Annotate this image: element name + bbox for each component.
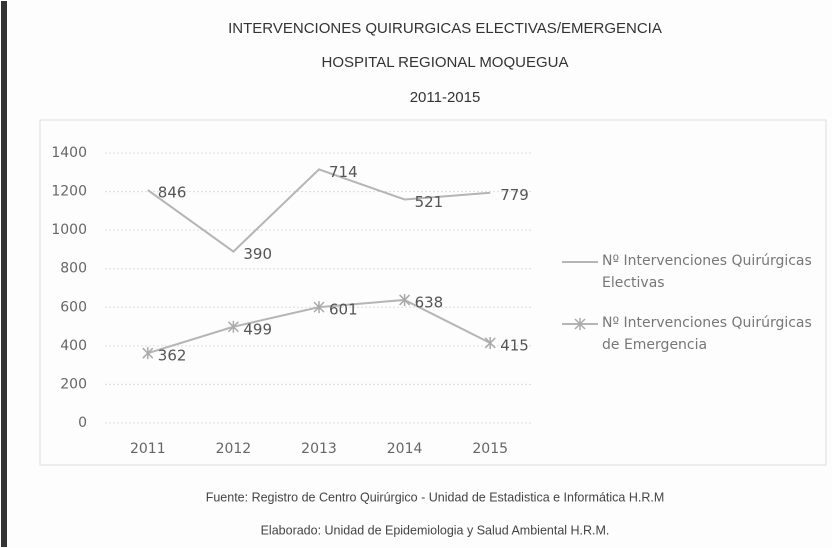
y-tick-label: 600 (60, 299, 87, 315)
chart-subtitle: 2011-2015 (410, 89, 481, 106)
scan-edge (1, 1, 7, 547)
data-label: 714 (329, 163, 358, 181)
chart-subtitle: HOSPITAL REGIONAL MOQUEGUA (322, 54, 569, 71)
marker (484, 336, 496, 349)
data-label: 499 (243, 320, 272, 338)
marker (399, 293, 411, 306)
y-tick-label: 0 (78, 415, 87, 431)
x-tick-label: 2012 (216, 441, 252, 457)
data-label: 362 (158, 347, 187, 365)
marker (227, 320, 239, 333)
data-label: 846 (158, 184, 187, 202)
data-label: 521 (415, 193, 444, 211)
data-label: 779 (500, 186, 529, 204)
y-tick-label: 400 (60, 338, 87, 354)
y-tick-label: 1000 (51, 222, 87, 238)
y-tick-label: 1200 (51, 184, 87, 200)
legend-label: Nº Intervenciones Quirúrgicas Electivas (602, 253, 812, 291)
chart-area (39, 119, 827, 466)
marker (313, 301, 325, 314)
data-label: 601 (329, 301, 358, 319)
x-tick-label: 2015 (472, 441, 508, 457)
legend-marker (574, 318, 586, 330)
y-tick-label: 1400 (51, 145, 87, 161)
series-line (147, 168, 491, 253)
y-tick-label: 800 (60, 261, 87, 277)
data-label: 415 (500, 336, 529, 354)
data-label: 638 (415, 293, 444, 311)
source-note: Elaborado: Unidad de Epidemiologia y Sal… (261, 523, 610, 537)
y-tick-label: 200 (60, 376, 87, 392)
legend-label: Nº Intervenciones Quirúrgicas de Emergen… (602, 315, 812, 353)
x-tick-label: 2014 (387, 441, 423, 457)
marker (142, 347, 154, 360)
legend-swatch (562, 261, 598, 263)
legend-swatch (562, 318, 598, 330)
source-note: Fuente: Registro de Centro Quirúrgico - … (206, 490, 665, 504)
chart-title: INTERVENCIONES QUIRURGICAS ELECTIVAS/EME… (228, 20, 662, 37)
data-label: 390 (243, 245, 272, 263)
x-tick-label: 2013 (301, 441, 337, 457)
x-tick-label: 2011 (130, 441, 166, 457)
